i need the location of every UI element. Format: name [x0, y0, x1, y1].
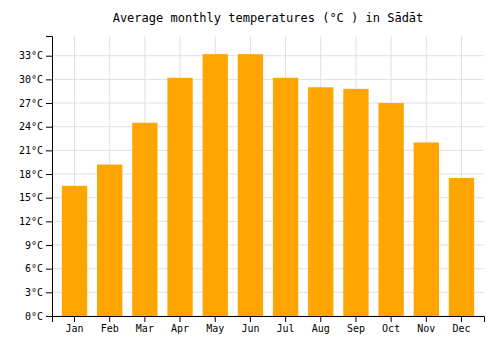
bars [62, 54, 474, 316]
tick-label: Nov [417, 323, 435, 334]
bar [308, 87, 333, 316]
tick-label: Oct [382, 323, 400, 334]
tick-label: 0°C [25, 311, 43, 322]
tick: Sep [347, 316, 365, 334]
tick-mark [391, 316, 392, 322]
bar [238, 54, 263, 316]
tick-label: 30°C [19, 74, 43, 85]
tick: Mar [136, 316, 154, 334]
title: Average monthly temperatures (°C ) in Sā… [113, 11, 424, 25]
tick-mark [46, 245, 52, 246]
tick-mark [74, 316, 75, 322]
bar [273, 78, 298, 316]
tick: 12°C [19, 216, 52, 227]
bar [378, 103, 403, 316]
tick: Apr [171, 316, 189, 334]
tick-mark [355, 316, 356, 322]
tick-label: Feb [101, 323, 119, 334]
axis-line [46, 37, 53, 317]
tick: 30°C [19, 74, 52, 85]
chart: 0°C 3°C 6°C 9°C 12°C 15°C 18°C 21°C 24°C 27°C 30°C… [0, 0, 500, 350]
tick: May [206, 316, 224, 334]
tick-mark [109, 316, 110, 322]
tick: 24°C [19, 121, 52, 132]
tick-label: 3°C [25, 287, 43, 298]
bar [167, 78, 192, 316]
tick-label: May [206, 323, 224, 334]
tick-mark [46, 221, 52, 222]
tick: 21°C [19, 145, 52, 156]
tick-label: 33°C [19, 50, 43, 61]
tick-mark [46, 79, 52, 80]
tick-label: Aug [312, 323, 330, 334]
bar [203, 54, 228, 316]
x-axis: Jan Feb Mar Apr May Jun Jul Aug Sep Oct Nov Dec [53, 316, 485, 334]
bar [343, 89, 368, 316]
tick-mark [285, 316, 286, 322]
tick-mark [46, 316, 52, 317]
bar [97, 165, 122, 316]
grid-line [52, 55, 484, 56]
tick-label: Sep [347, 323, 365, 334]
plot: 0°C 3°C 6°C 9°C 12°C 15°C 18°C 21°C 24°C 27°C 30°C… [19, 36, 485, 334]
tick: Jul [277, 316, 295, 334]
tick-mark [46, 269, 52, 270]
tick-label: Jun [241, 323, 259, 334]
tick-label: 15°C [19, 192, 43, 203]
tick-label: 9°C [25, 240, 43, 251]
tick: Nov [417, 316, 435, 334]
bar [414, 142, 439, 316]
axis-line [53, 317, 485, 323]
tick-mark [46, 56, 52, 57]
tick-mark [46, 103, 52, 104]
tick: Jun [241, 316, 259, 334]
tick-label: Apr [171, 323, 189, 334]
tick: 3°C [25, 287, 52, 298]
grid-line [52, 79, 484, 80]
tick-mark [320, 316, 321, 322]
tick-mark [46, 198, 52, 199]
bar [449, 178, 474, 316]
tick-mark [461, 316, 462, 322]
tick-label: Dec [452, 323, 470, 334]
grid-line [52, 103, 484, 104]
tick: 0°C [25, 311, 52, 322]
tick-mark [46, 292, 52, 293]
tick: Aug [312, 316, 330, 334]
tick: Feb [101, 316, 119, 334]
tick-label: Mar [136, 323, 154, 334]
tick-label: Jul [277, 323, 295, 334]
tick-mark [46, 127, 52, 128]
bar [132, 123, 157, 316]
tick-label: 27°C [19, 98, 43, 109]
tick-label: 18°C [19, 169, 43, 180]
grid [52, 36, 484, 316]
tick-mark [180, 316, 181, 322]
tick-mark [144, 316, 145, 322]
tick-mark [46, 174, 52, 175]
tick: 9°C [25, 240, 52, 251]
tick-label: 6°C [25, 263, 43, 274]
tick: 27°C [19, 98, 52, 109]
tick: 33°C [19, 50, 52, 61]
tick: 18°C [19, 169, 52, 180]
tick-label: 21°C [19, 145, 43, 156]
grid-line [52, 126, 484, 127]
tick-label: Jan [65, 323, 83, 334]
tick: 6°C [25, 263, 52, 274]
tick-mark [250, 316, 251, 322]
tick: Dec [452, 316, 470, 334]
tick-label: 12°C [19, 216, 43, 227]
tick: Jan [65, 316, 83, 334]
tick-label: 24°C [19, 121, 43, 132]
tick-mark [215, 316, 216, 322]
tick-mark [426, 316, 427, 322]
bar [62, 186, 87, 316]
tick: Oct [382, 316, 400, 334]
tick-mark [46, 150, 52, 151]
tick: 15°C [19, 192, 52, 203]
y-axis: 0°C 3°C 6°C 9°C 12°C 15°C 18°C 21°C 24°C 27°C 30°C… [19, 37, 53, 322]
